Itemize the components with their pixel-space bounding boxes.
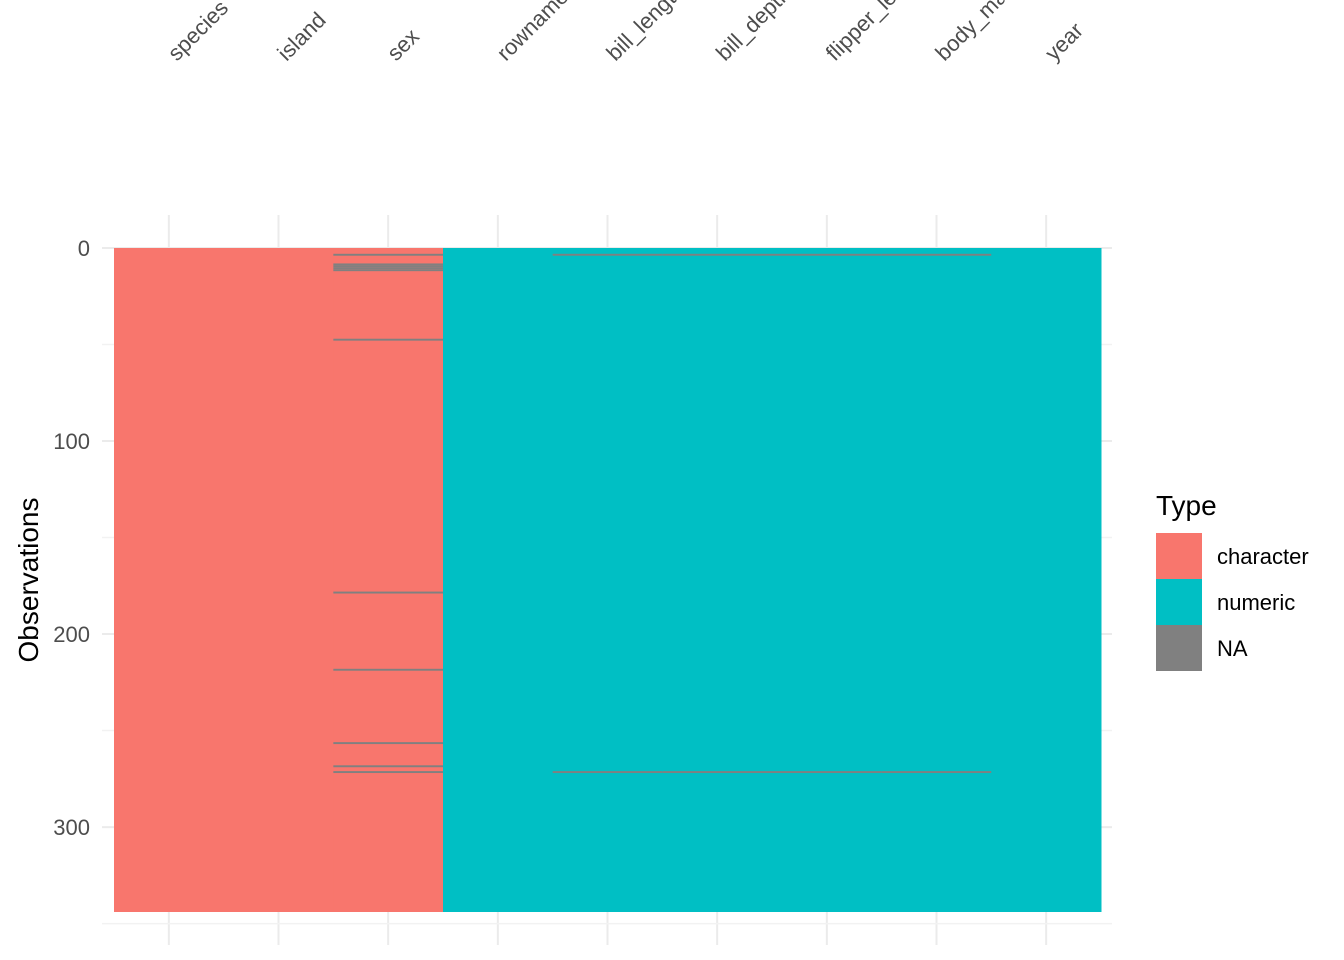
- missing-cell: [772, 253, 882, 256]
- column-cells: [662, 248, 773, 912]
- column-cells: [772, 248, 883, 912]
- legend-title: Type: [1156, 490, 1217, 521]
- y-tick-label: 0: [78, 236, 90, 261]
- missing-cell: [333, 263, 443, 266]
- missing-cell: [333, 591, 443, 594]
- column-cells: [333, 248, 444, 912]
- missing-cell: [552, 253, 663, 256]
- missing-cell: [333, 269, 443, 272]
- missing-cell: [333, 265, 443, 268]
- column-cells: [991, 248, 1102, 912]
- missing-cell: [881, 253, 992, 256]
- legend-label: NA: [1217, 636, 1248, 661]
- y-tick-label: 200: [53, 622, 90, 647]
- x-tick-label: sex: [382, 24, 424, 66]
- missing-cell: [662, 253, 772, 256]
- missing-cell: [881, 771, 992, 774]
- column-cells: [552, 248, 663, 912]
- y-tick-label: 100: [53, 429, 90, 454]
- x-tick-label: island: [272, 7, 330, 65]
- y-axis-label: Observations: [13, 498, 44, 663]
- cells: [114, 248, 1102, 912]
- missing-cell: [772, 771, 882, 774]
- column-cells: [223, 248, 334, 912]
- missing-cell: [333, 765, 443, 768]
- missing-cell: [333, 771, 443, 774]
- x-tick-label: species: [163, 0, 233, 66]
- missing-cell: [333, 338, 443, 341]
- missing-cell: [552, 771, 663, 774]
- missing-cell: [333, 742, 443, 745]
- legend-label: numeric: [1217, 590, 1295, 615]
- legend-key: [1156, 625, 1202, 671]
- missing-cell: [333, 668, 443, 671]
- x-tick-label: bill_depth_mm: [711, 0, 830, 66]
- x-tick-label: body_mass_g: [930, 0, 1045, 66]
- x-tick-label: bill_length_mm: [601, 0, 723, 66]
- missing-cell: [662, 771, 772, 774]
- legend-key: [1156, 579, 1202, 625]
- column-cells: [114, 248, 225, 912]
- legend-label: character: [1217, 544, 1309, 569]
- x-tick-label: year: [1040, 18, 1088, 66]
- column-cells: [443, 248, 554, 912]
- missing-cell: [333, 253, 443, 256]
- missing-cell: [333, 267, 443, 270]
- column-cells: [881, 248, 992, 912]
- x-tick-label: rownames: [492, 0, 581, 66]
- legend-key: [1156, 533, 1202, 579]
- y-tick-label: 300: [53, 815, 90, 840]
